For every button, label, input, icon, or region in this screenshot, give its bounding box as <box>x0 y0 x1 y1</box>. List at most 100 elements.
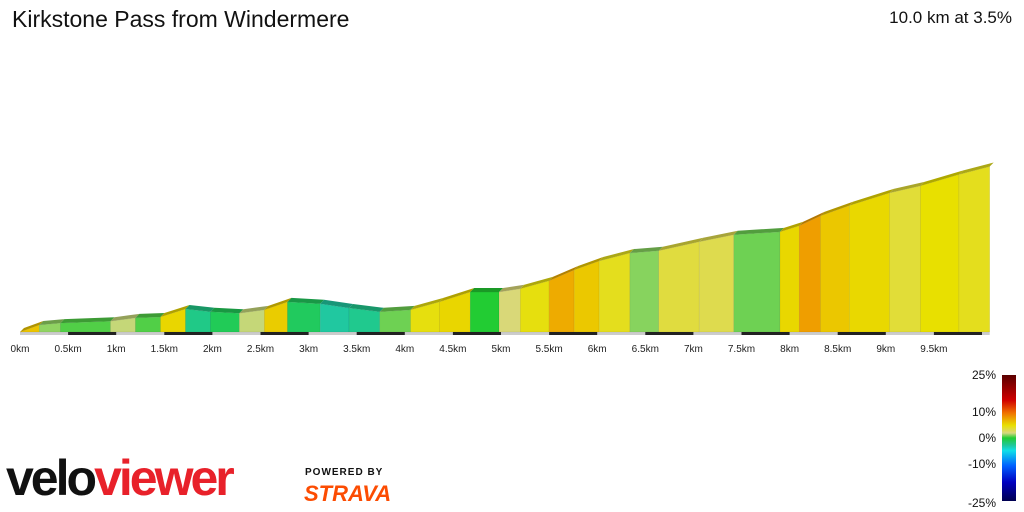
x-tick-label: 3km <box>299 344 318 355</box>
profile-segment <box>185 308 211 333</box>
profile-segment-top <box>320 299 354 309</box>
profile-segment-top <box>135 312 165 318</box>
profile-segment <box>658 241 700 333</box>
x-tick-label: 2km <box>203 344 222 355</box>
profile-segment-top <box>349 304 384 312</box>
profile-segment <box>798 215 821 333</box>
x-tick-label: 5km <box>492 344 511 355</box>
profile-segment <box>779 225 800 333</box>
profile-segment-top <box>574 257 604 270</box>
profile-segment <box>239 309 265 333</box>
profile-segment-top <box>60 317 115 324</box>
x-tick-label: 3.5km <box>343 344 370 355</box>
profile-segment-top <box>733 227 784 235</box>
gradient-color-scale <box>1002 375 1016 501</box>
profile-segment <box>135 316 161 333</box>
profile-segment-top <box>779 221 804 232</box>
profile-segment <box>287 301 321 333</box>
profile-segment <box>60 320 111 333</box>
scale-label-10: 10% <box>971 405 996 419</box>
profile-segment-top <box>439 288 475 302</box>
profile-segment <box>348 307 381 333</box>
profile-segment <box>469 291 500 333</box>
profile-segment <box>210 311 240 333</box>
x-tick-label: 4.5km <box>439 344 466 355</box>
strava-logo[interactable]: STRAVA <box>304 481 392 506</box>
profile-segment <box>573 260 600 333</box>
x-tick-label: 1km <box>107 344 126 355</box>
km-marker-bar <box>549 332 598 335</box>
km-marker-bar <box>356 332 405 335</box>
profile-segment-top <box>379 305 415 312</box>
logo-velo: velo <box>6 450 97 506</box>
profile-segment-top <box>287 297 325 304</box>
scale-label-0: 0% <box>978 431 996 445</box>
profile-segment-top <box>658 237 704 251</box>
km-marker-bar <box>741 332 790 335</box>
x-tick-label: 4km <box>395 344 414 355</box>
profile-segment-top <box>599 249 634 262</box>
powered-by-label: POWERED BY <box>305 467 384 478</box>
veloviewer-logo[interactable]: veloviewer <box>6 448 235 508</box>
profile-segment-top <box>264 297 292 310</box>
profile-segment <box>319 303 350 333</box>
km-marker-bar <box>837 332 886 335</box>
x-tick-label: 5.5km <box>535 344 562 355</box>
profile-segment-top <box>210 307 244 314</box>
x-tick-label: 8.5km <box>824 344 851 355</box>
segment-summary: 10.0 km at 3.5% <box>889 8 1012 27</box>
profile-segment <box>958 166 990 333</box>
x-tick-label: 6km <box>588 344 607 355</box>
km-marker-bar <box>68 332 117 335</box>
x-tick-label: 6.5km <box>632 344 659 355</box>
scale-label-neg25: -25% <box>967 496 996 510</box>
profile-segment-top <box>160 304 190 317</box>
profile-segment-top <box>849 188 894 206</box>
profile-segment <box>920 174 960 333</box>
km-marker-bar <box>452 332 501 335</box>
profile-segment <box>733 231 781 333</box>
profile-segment-top <box>410 297 444 310</box>
profile-segment-top <box>799 211 825 226</box>
elevation-profile-chart: 0km 0.5km 1km 1.5km 2km 2.5km 3km 3.5km 4km 4.5km… <box>11 162 994 355</box>
profile-segment-top <box>958 162 994 175</box>
x-tick-label: 9km <box>876 344 895 355</box>
profile-segment-top <box>820 201 854 216</box>
profile-segment-top <box>185 304 215 312</box>
profile-segment <box>889 185 921 333</box>
profile-segment-top <box>110 313 140 322</box>
profile-segment-top <box>39 319 65 325</box>
profile-segment <box>848 192 890 333</box>
profile-segment-top <box>20 320 44 332</box>
x-tick-label: 7km <box>684 344 703 355</box>
profile-segment-top <box>470 288 504 293</box>
x-tick-label: 1.5km <box>151 344 178 355</box>
x-tick-label: 0.5km <box>54 344 81 355</box>
profile-segment <box>820 205 850 333</box>
profile-segment-top <box>549 265 579 281</box>
x-tick-label: 9.5km <box>920 344 947 355</box>
baseline <box>20 332 990 335</box>
profile-segment <box>698 234 735 333</box>
scale-label-25: 25% <box>971 368 996 382</box>
x-tick-label: 0km <box>11 344 30 355</box>
km-marker-bar <box>933 332 982 335</box>
profile-segment <box>498 288 521 333</box>
profile-segment-top <box>499 284 525 293</box>
x-tick-label: 7.5km <box>728 344 755 355</box>
x-tick-label: 2.5km <box>247 344 274 355</box>
x-tick-label: 8km <box>780 344 799 355</box>
profile-segment-top <box>920 170 963 186</box>
km-marker-bar <box>645 332 694 335</box>
profile-segment-top <box>699 230 738 242</box>
profile-segment <box>519 280 550 333</box>
segment-title: Kirkstone Pass from Windermere <box>12 6 350 32</box>
profile-segment <box>379 309 411 333</box>
profile-segment <box>548 269 575 333</box>
km-marker-bar <box>164 332 213 335</box>
logo-viewer: viewer <box>94 450 235 506</box>
profile-segment-top <box>629 246 663 254</box>
profile-segment <box>598 252 631 333</box>
profile-segment-top <box>889 181 925 193</box>
profile-segment <box>629 250 660 333</box>
